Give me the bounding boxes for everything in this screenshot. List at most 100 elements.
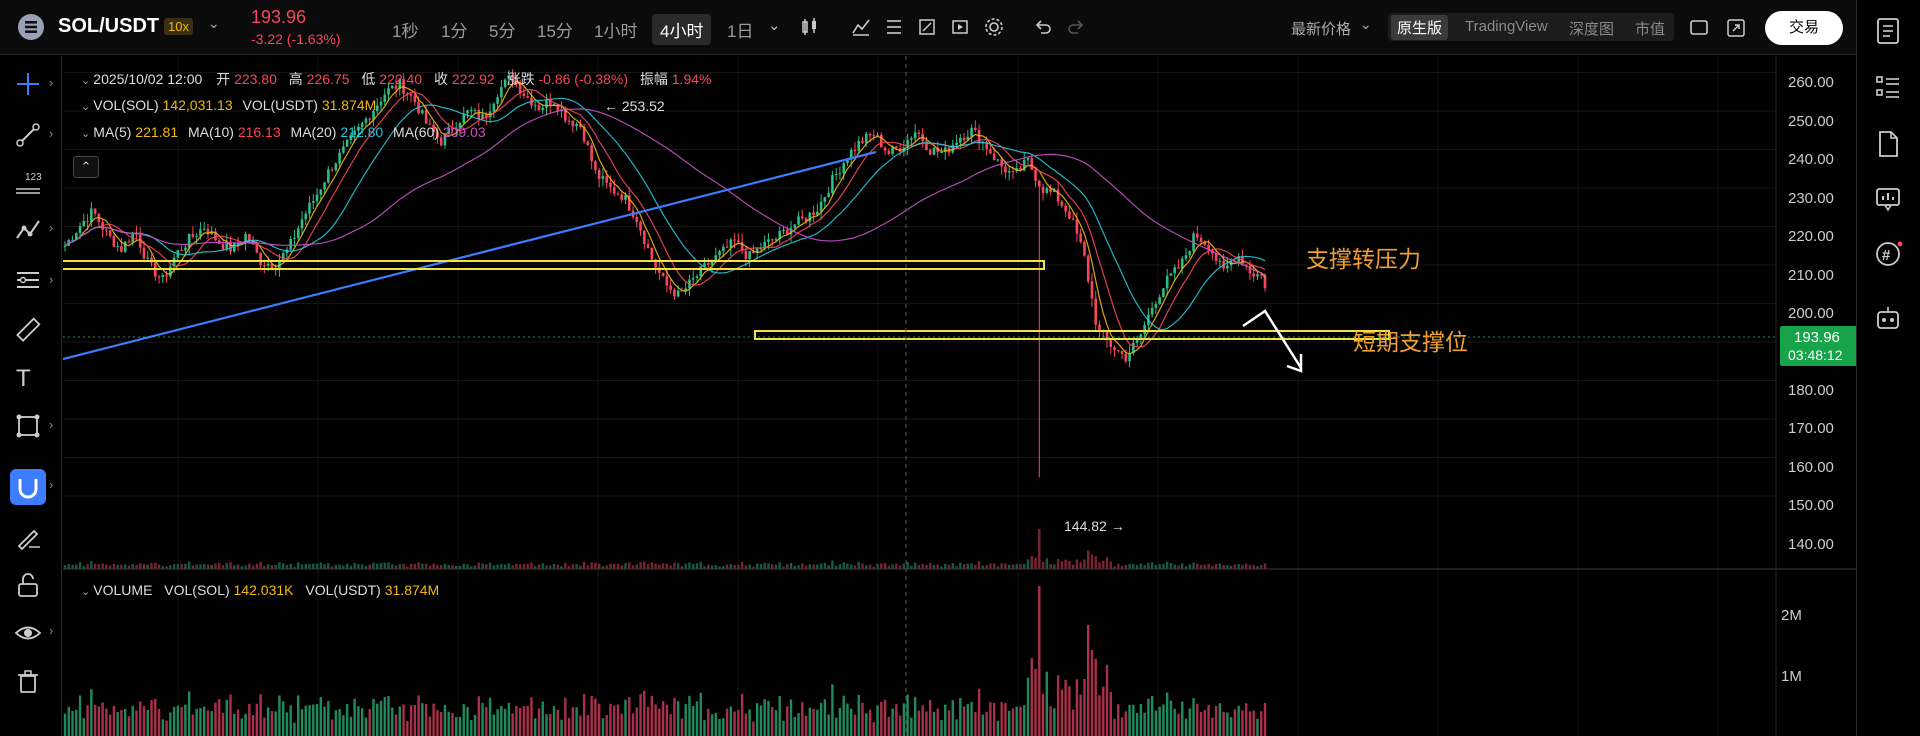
hashtag-icon[interactable]: # bbox=[1874, 239, 1904, 269]
volume-bar bbox=[229, 562, 232, 569]
candle-body bbox=[402, 78, 405, 94]
list-settings-icon[interactable] bbox=[884, 17, 904, 37]
ohlc-collapse-chevron-icon[interactable]: ⌄ bbox=[81, 75, 94, 87]
tab-timeframe-15m[interactable]: 15分 bbox=[537, 22, 573, 41]
indicators-icon[interactable] bbox=[851, 17, 871, 37]
volume-bar bbox=[650, 562, 654, 569]
volume-pane-bar bbox=[951, 700, 954, 736]
shape-tool-icon[interactable] bbox=[14, 412, 42, 440]
chart-area[interactable]: ⌄ 2025/10/02 12:00 开 223.80 高 226.75 低 2… bbox=[60, 33, 1862, 736]
volume-pane-bar bbox=[883, 699, 887, 736]
volume-tick: 1M bbox=[1781, 668, 1802, 685]
trend-line-chevron-icon[interactable]: › bbox=[49, 126, 54, 141]
price-axis[interactable]: 260.00 250.00 240.00 230.00 220.00 210.0… bbox=[1776, 56, 1862, 569]
ascending-trendline[interactable] bbox=[62, 150, 877, 361]
symbol-dropdown-chevron-icon[interactable]: ⌄ bbox=[208, 15, 220, 31]
volume-pane-bar bbox=[793, 716, 796, 736]
vol-collapse-chevron-icon[interactable]: ⌄ bbox=[81, 101, 94, 113]
crosshair-icon[interactable] bbox=[14, 70, 42, 98]
volume-pane-bar bbox=[992, 702, 996, 736]
price-range-icon[interactable]: 123 bbox=[14, 169, 42, 197]
candle-body bbox=[1011, 171, 1015, 173]
symbol-title[interactable]: SOL/USDT bbox=[58, 15, 160, 37]
tab-timeframe-1s[interactable]: 1秒 bbox=[392, 22, 419, 41]
candle-type-icon[interactable] bbox=[800, 17, 820, 37]
volume-bar bbox=[383, 562, 386, 569]
tab-view-marketcap[interactable]: 市值 bbox=[1635, 21, 1666, 38]
resistance-label[interactable]: 支撑转压力 bbox=[1306, 246, 1421, 272]
orderbook-icon[interactable] bbox=[1874, 16, 1902, 46]
volume-bar bbox=[846, 563, 849, 569]
volume-bar bbox=[665, 563, 669, 569]
candle-body bbox=[74, 233, 78, 240]
volume-pane-bar bbox=[808, 707, 812, 736]
trash-icon[interactable] bbox=[14, 667, 42, 695]
leverage-badge[interactable]: 10x bbox=[164, 18, 193, 35]
ruler-icon[interactable] bbox=[14, 316, 42, 344]
volume-pane-bar bbox=[789, 699, 793, 736]
volume-bar bbox=[639, 562, 642, 569]
support-zone[interactable] bbox=[754, 330, 1390, 340]
volume-bars-main bbox=[63, 529, 1267, 569]
candle-body bbox=[887, 150, 891, 154]
tab-timeframe-1d[interactable]: 1日 bbox=[727, 22, 754, 41]
document-icon[interactable] bbox=[1874, 129, 1902, 159]
price-type-chevron-icon[interactable]: ⌄ bbox=[1360, 16, 1372, 32]
volume-pane-bar bbox=[865, 713, 868, 736]
volume-bar bbox=[1000, 563, 1003, 569]
trade-button[interactable]: 交易 bbox=[1765, 11, 1843, 45]
fib-tool-chevron-icon[interactable]: › bbox=[49, 272, 54, 287]
gear-icon[interactable] bbox=[983, 16, 1005, 38]
tab-timeframe-1m[interactable]: 1分 bbox=[441, 22, 468, 41]
tab-timeframe-4h[interactable]: 4小时 bbox=[652, 14, 712, 45]
price-type-select[interactable]: 最新价格 bbox=[1291, 21, 1352, 38]
redo-icon[interactable] bbox=[1066, 17, 1086, 37]
volume-pane-bar bbox=[112, 705, 116, 736]
crosshair-expand-chevron-icon[interactable]: › bbox=[49, 75, 54, 90]
tab-timeframe-5m[interactable]: 5分 bbox=[489, 22, 516, 41]
fullscreen-icon[interactable] bbox=[1726, 18, 1746, 38]
volume-bar bbox=[1083, 559, 1086, 569]
tab-view-depth[interactable]: 深度图 bbox=[1569, 21, 1615, 38]
volume-bar bbox=[556, 564, 559, 569]
collapse-legend-button[interactable]: ⌃ bbox=[73, 156, 99, 178]
tab-timeframe-1h[interactable]: 1小时 bbox=[594, 22, 638, 41]
list-icon[interactable] bbox=[1874, 73, 1902, 101]
pattern-tool-icon[interactable] bbox=[14, 216, 42, 244]
volume-collapse-chevron-icon[interactable]: ⌄ bbox=[81, 586, 94, 598]
volume-pane-bar bbox=[522, 706, 526, 736]
magnet-mode-button[interactable] bbox=[10, 469, 46, 505]
visibility-chevron-icon[interactable]: › bbox=[49, 623, 54, 638]
replay-icon[interactable] bbox=[950, 17, 970, 37]
candlestick-chart[interactable] bbox=[60, 33, 1856, 736]
layout-window-icon[interactable] bbox=[1689, 18, 1709, 38]
ma-collapse-chevron-icon[interactable]: ⌄ bbox=[81, 128, 94, 140]
projection-arrow-icon[interactable] bbox=[1242, 309, 1303, 369]
candle-body bbox=[684, 288, 687, 291]
volume-pane-bar bbox=[1117, 704, 1120, 736]
chart-board-icon[interactable] bbox=[1874, 185, 1902, 213]
drawing-tools-icon[interactable] bbox=[917, 17, 937, 37]
shape-tool-chevron-icon[interactable]: › bbox=[49, 417, 54, 432]
text-tool-icon[interactable]: T bbox=[16, 365, 31, 392]
fib-tool-icon[interactable] bbox=[14, 267, 42, 295]
magnet-chevron-icon[interactable]: › bbox=[49, 477, 54, 492]
ma60-line bbox=[64, 108, 1266, 276]
pattern-tool-chevron-icon[interactable]: › bbox=[49, 220, 54, 235]
undo-icon[interactable] bbox=[1033, 17, 1053, 37]
lock-open-icon[interactable] bbox=[14, 571, 42, 599]
brush-icon[interactable] bbox=[14, 523, 42, 551]
tab-view-native[interactable]: 原生版 bbox=[1391, 15, 1449, 40]
support-label[interactable]: 短期支撑位 bbox=[1353, 329, 1468, 355]
tab-view-tradingview[interactable]: TradingView bbox=[1465, 18, 1548, 35]
timeframe-more-chevron-icon[interactable]: ⌄ bbox=[768, 17, 781, 34]
volume-pane-bar bbox=[846, 703, 849, 736]
volume-pane-bar bbox=[1038, 586, 1041, 736]
trend-line-icon[interactable] bbox=[15, 122, 41, 148]
eye-icon[interactable] bbox=[14, 619, 42, 647]
legend-low-label: 低 bbox=[361, 71, 376, 87]
candle-body bbox=[1124, 353, 1128, 362]
volume-bar bbox=[1019, 564, 1022, 569]
robot-icon[interactable] bbox=[1874, 304, 1902, 332]
volume-pane-bar bbox=[838, 707, 842, 736]
